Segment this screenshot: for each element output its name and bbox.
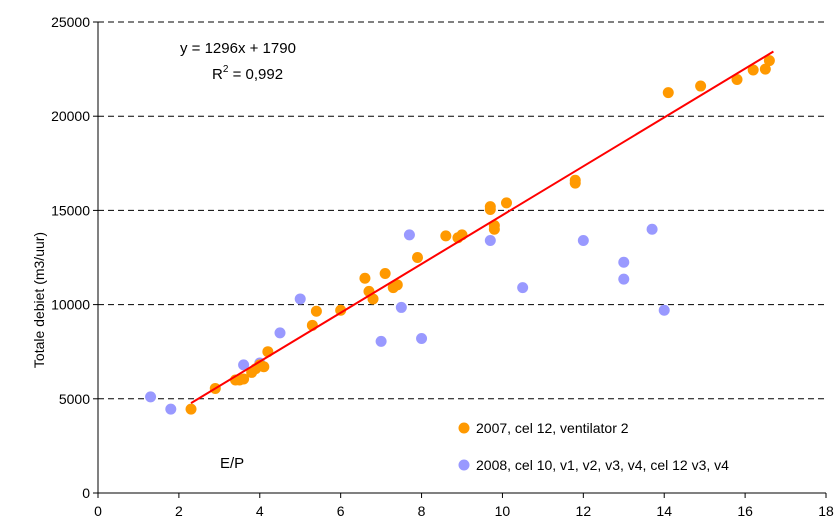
y-tick-label: 5000 xyxy=(59,391,90,407)
axes xyxy=(93,21,827,498)
data-point-series-1 xyxy=(367,293,379,305)
y-tick-label: 10000 xyxy=(51,297,90,313)
data-point-series-1 xyxy=(763,55,775,67)
data-point-series-2 xyxy=(618,273,630,285)
x-tick-label: 10 xyxy=(495,503,511,519)
data-point-series-1 xyxy=(440,230,452,242)
data-point-series-2 xyxy=(294,293,306,305)
y-tick-label: 25000 xyxy=(51,14,90,30)
data-point-series-2 xyxy=(618,256,630,268)
data-point-series-1 xyxy=(500,197,512,209)
r-squared-label: R2 = 0,992 xyxy=(212,64,283,83)
data-point-series-1 xyxy=(731,73,743,85)
legend: 2007, cel 12, ventilator 2 2008, cel 10,… xyxy=(458,420,729,473)
data-point-series-2 xyxy=(165,403,177,415)
data-point-series-1 xyxy=(258,361,270,373)
x-tick-label: 0 xyxy=(94,503,102,519)
data-point-series-2 xyxy=(416,333,428,345)
data-point-series-2 xyxy=(577,235,589,247)
trendline-group xyxy=(190,50,774,404)
legend-label-2007: 2007, cel 12, ventilator 2 xyxy=(476,420,629,436)
data-point-series-2 xyxy=(484,235,496,247)
data-point-series-2 xyxy=(658,304,670,316)
x-tick-label: 12 xyxy=(576,503,592,519)
data-point-series-1 xyxy=(747,64,759,76)
data-point-series-1 xyxy=(695,80,707,92)
y-tick-labels: 0 5000 10000 15000 20000 25000 xyxy=(51,14,90,501)
data-points xyxy=(145,55,775,415)
data-point-series-2 xyxy=(395,301,407,313)
data-point-series-2 xyxy=(145,391,157,403)
gridlines xyxy=(98,21,826,400)
data-point-series-1 xyxy=(238,373,250,385)
legend-marker-2007 xyxy=(458,422,470,434)
legend-label-2008: 2008, cel 10, v1, v2, v3, v4, cel 12 v3,… xyxy=(476,457,729,473)
trendline-equation: y = 1296x + 1790 xyxy=(180,40,296,57)
data-point-series-2 xyxy=(238,359,250,371)
data-point-series-1 xyxy=(412,252,424,263)
r-squared-prefix: R xyxy=(212,66,223,83)
data-point-series-1 xyxy=(484,203,496,215)
x-tick-label: 18 xyxy=(818,503,834,519)
data-point-series-1 xyxy=(391,279,403,291)
y-tick-label: 20000 xyxy=(51,108,90,124)
data-point-series-1 xyxy=(662,87,674,99)
data-point-series-2 xyxy=(375,335,387,347)
x-tick-label: 16 xyxy=(737,503,753,519)
data-point-series-1 xyxy=(310,305,322,317)
data-point-series-2 xyxy=(646,223,658,235)
y-tick-label: 0 xyxy=(82,485,90,501)
r-squared-value: = 0,992 xyxy=(228,66,283,83)
y-tick-label: 15000 xyxy=(51,202,90,218)
x-tick-labels: 0 2 4 6 8 10 12 14 16 18 xyxy=(94,503,834,519)
data-point-series-2 xyxy=(274,327,286,339)
legend-marker-2008 xyxy=(458,459,470,471)
data-point-series-2 xyxy=(403,229,415,241)
x-tick-label: 2 xyxy=(175,503,183,519)
data-point-series-1 xyxy=(185,403,197,415)
x-tick-label: 8 xyxy=(418,503,426,519)
data-point-series-1 xyxy=(379,268,391,280)
r-squared-superscript: 2 xyxy=(223,64,229,75)
data-point-series-1 xyxy=(335,304,347,316)
x-tick-label: 6 xyxy=(337,503,345,519)
data-point-series-1 xyxy=(569,177,581,189)
data-point-series-1 xyxy=(359,272,371,284)
data-point-series-1 xyxy=(759,63,771,75)
data-point-series-2 xyxy=(517,282,529,294)
x-tick-label: 4 xyxy=(256,503,264,519)
x-tick-label: 14 xyxy=(656,503,672,519)
y-axis-label: Totale debiet (m3/uur) xyxy=(31,232,47,368)
ep-label: E/P xyxy=(220,455,244,472)
trendline xyxy=(190,50,774,404)
